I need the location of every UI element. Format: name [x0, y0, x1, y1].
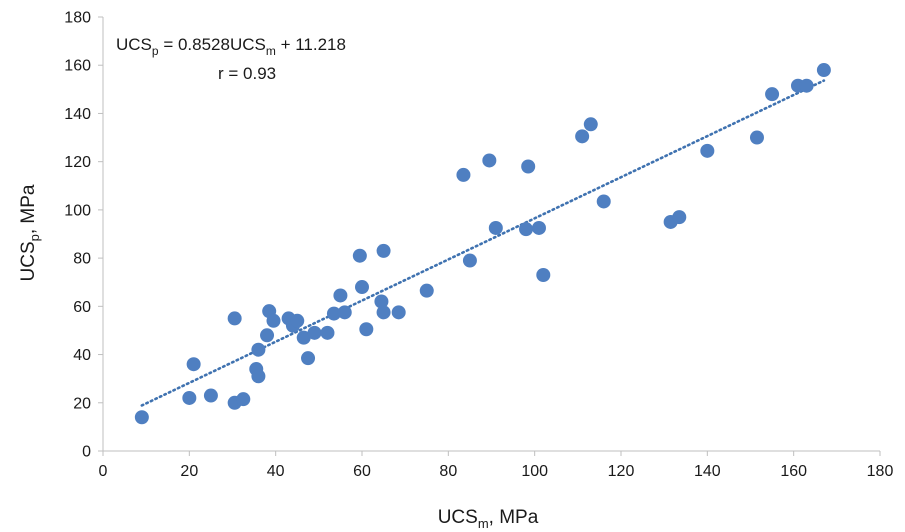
data-point: [186, 357, 201, 372]
correlation-label: r = 0.93: [218, 64, 276, 83]
data-points: [134, 63, 831, 425]
x-tick-label: 160: [780, 463, 807, 480]
data-point: [765, 87, 780, 102]
data-point: [419, 283, 434, 298]
y-axis-title: UCSp, MPa: [18, 184, 42, 281]
data-point: [266, 313, 281, 328]
y-tick-label: 60: [73, 299, 91, 316]
data-point: [536, 267, 551, 282]
data-point: [799, 78, 814, 93]
x-tick-label: 80: [439, 463, 457, 480]
data-point: [290, 313, 305, 328]
data-point: [326, 306, 341, 321]
data-point: [301, 351, 316, 366]
data-point: [376, 243, 391, 258]
data-point: [482, 153, 497, 168]
data-point: [583, 117, 598, 132]
axes: 0 20 40 60 80 100 120 140 160 180 0 20 40 60 80 100 120 1…: [64, 10, 893, 481]
x-tick-label: 120: [608, 463, 635, 480]
data-point: [456, 167, 471, 182]
data-point: [296, 330, 311, 345]
data-point: [521, 159, 536, 174]
trendline: [140, 79, 826, 407]
data-point: [251, 369, 266, 384]
data-point: [352, 248, 367, 263]
x-tick-label: 0: [99, 463, 108, 480]
x-tick-label: 100: [521, 463, 548, 480]
data-point: [374, 294, 389, 309]
x-tick-label: 60: [353, 463, 371, 480]
x-tick-label: 180: [867, 463, 894, 480]
data-point: [531, 220, 546, 235]
y-tick-label: 40: [73, 347, 91, 364]
data-point: [519, 222, 534, 237]
data-point: [227, 311, 242, 326]
data-point: [333, 288, 348, 303]
y-tick-label: 160: [64, 58, 91, 75]
data-point: [816, 63, 831, 78]
data-point: [749, 130, 764, 145]
y-tick-label: 120: [64, 154, 91, 171]
data-point: [376, 305, 391, 320]
x-tick-label: 40: [267, 463, 285, 480]
data-point: [462, 253, 477, 268]
y-tick-label: 80: [73, 251, 91, 268]
data-point: [359, 322, 374, 337]
data-point: [307, 325, 322, 340]
y-tick-label: 100: [64, 202, 91, 219]
data-point: [355, 280, 369, 295]
data-point: [488, 220, 503, 235]
y-tick-label: 0: [82, 444, 91, 461]
data-point: [182, 390, 197, 405]
data-point: [203, 388, 218, 403]
y-tick-label: 140: [64, 106, 91, 123]
y-tick-label: 20: [73, 395, 91, 412]
data-point: [337, 305, 352, 320]
data-point: [575, 129, 590, 144]
data-point: [700, 143, 715, 158]
x-tick-label: 20: [180, 463, 198, 480]
trendline-equation: UCSp = 0.8528UCSm + 11.218: [116, 35, 346, 58]
data-point: [134, 410, 149, 425]
x-tick-label: 140: [694, 463, 721, 480]
x-axis-title: UCSm, MPa: [438, 507, 539, 531]
data-point: [236, 392, 251, 407]
data-point: [391, 305, 406, 320]
data-point: [251, 342, 266, 357]
data-point: [596, 194, 611, 209]
y-tick-label: 180: [64, 10, 91, 27]
trendline-group: [140, 79, 826, 407]
data-point: [260, 328, 275, 343]
data-point: [672, 210, 687, 225]
data-point: [320, 325, 335, 340]
